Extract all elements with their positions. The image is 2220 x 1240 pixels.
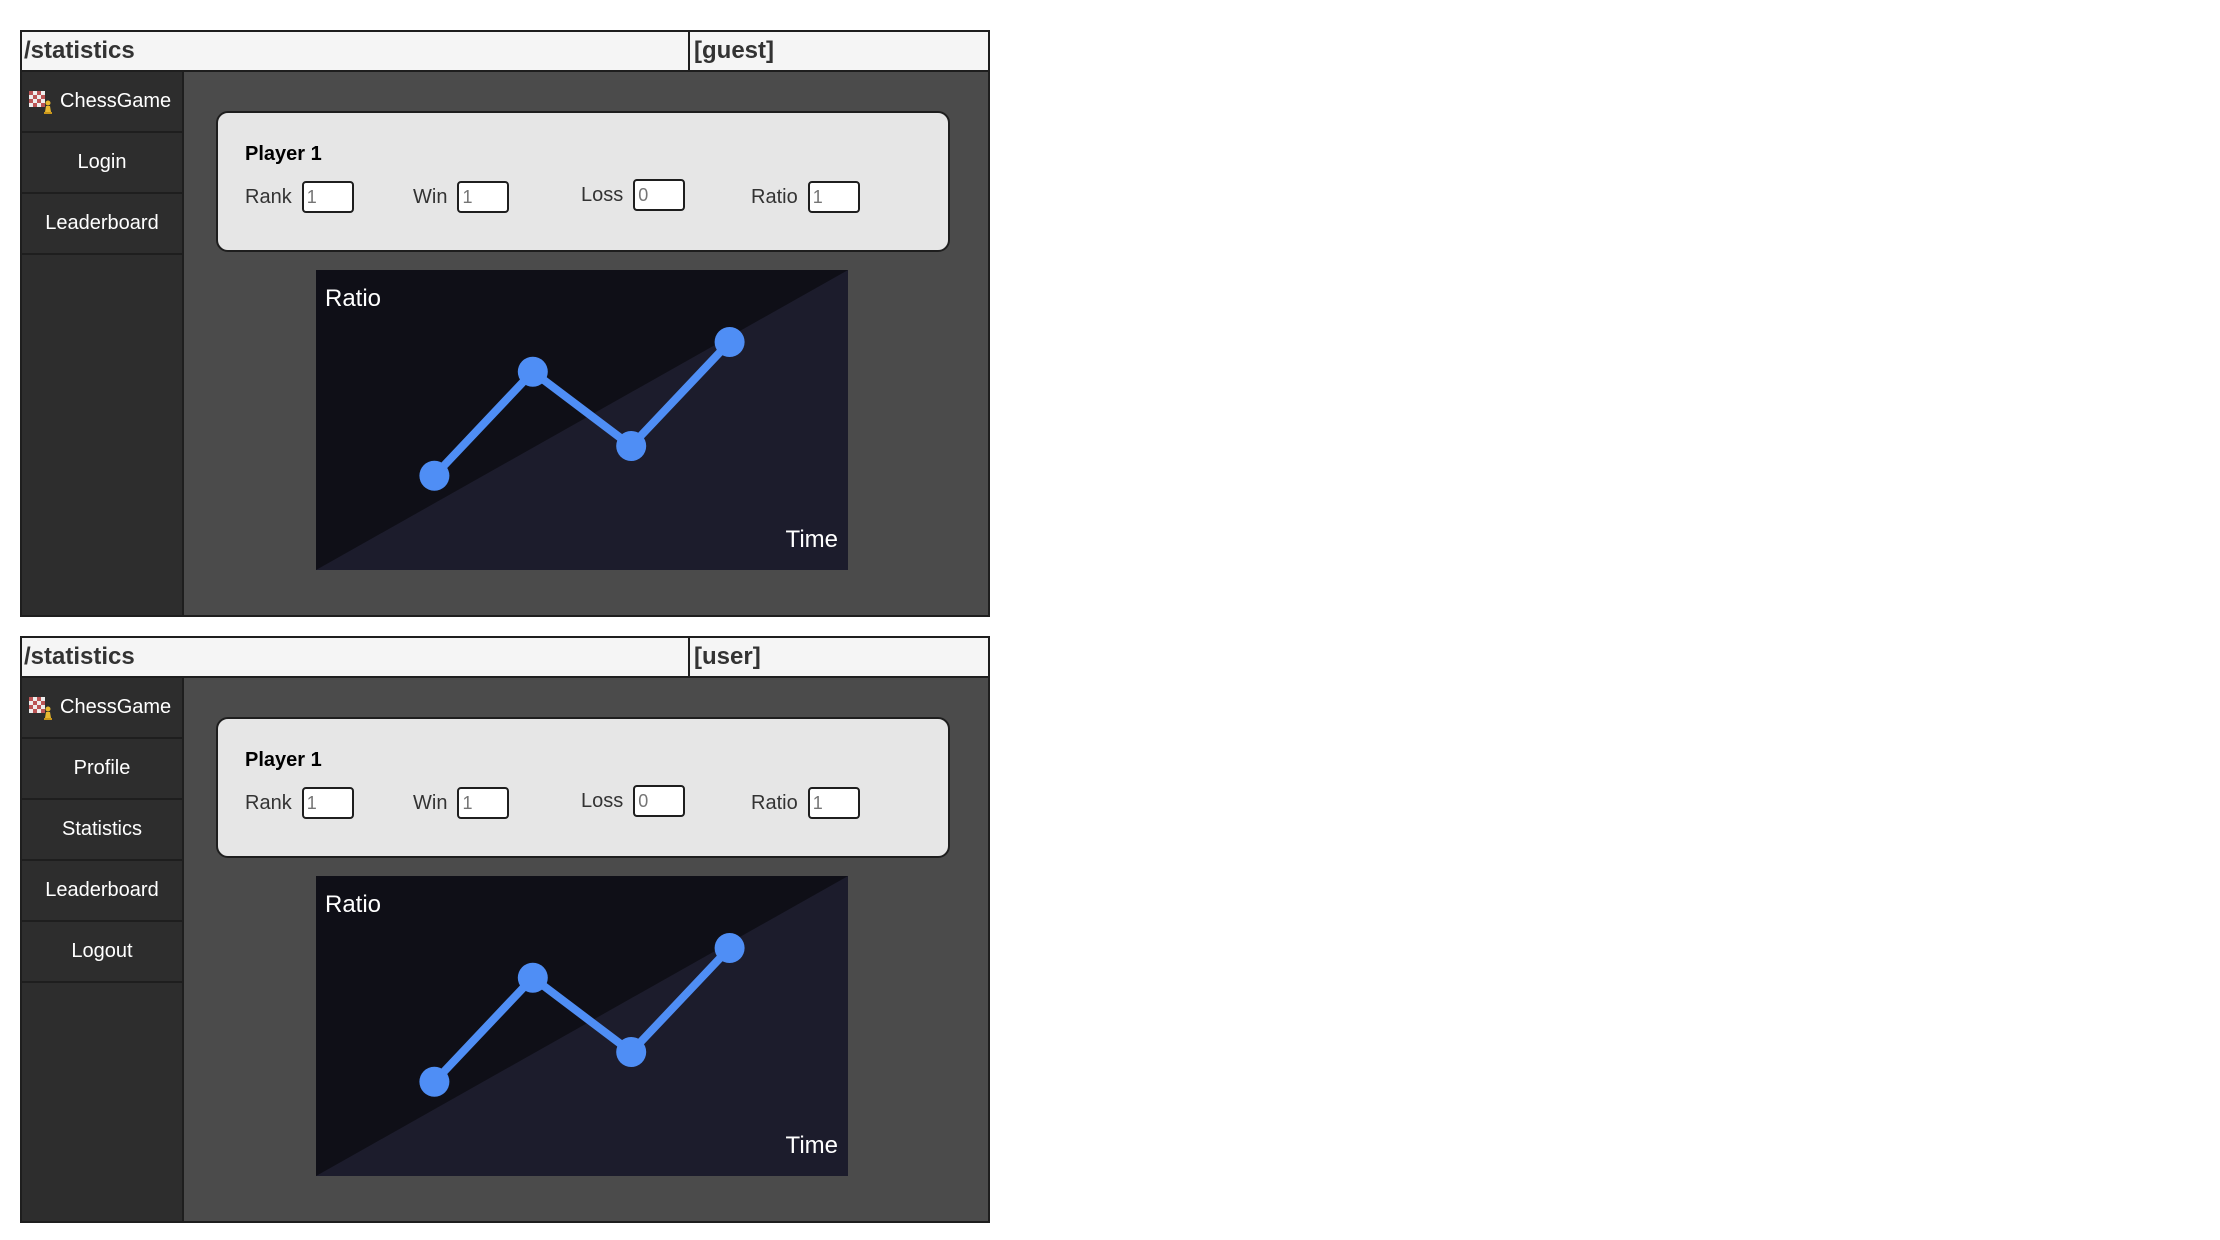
rank-stat: Rank (245, 787, 354, 819)
win-input[interactable] (457, 181, 510, 213)
chart-x-label: Time (785, 526, 838, 553)
ratio-chart-svg (316, 270, 848, 570)
chart-y-label: Ratio (325, 285, 382, 312)
player-name: Player 1 (245, 749, 322, 771)
rank-input[interactable] (301, 181, 354, 213)
main-content: Player 1 Rank Win Loss Ratio Ratio Time (184, 678, 988, 1221)
ratio-label: Ratio (751, 791, 798, 814)
chart-background-shape (316, 876, 848, 1176)
rank-label: Rank (245, 185, 292, 208)
data-point-4 (714, 327, 745, 357)
statistics-screen-user: /statistics [user] ChessGame Profile Sta… (20, 636, 990, 1223)
rank-label: Rank (245, 791, 292, 814)
rank-stat: Rank (245, 181, 354, 213)
ratio-series-line (431, 945, 733, 1085)
chart-y-label: Ratio (325, 891, 382, 918)
loss-stat: Loss (581, 179, 686, 211)
player-name: Player 1 (245, 143, 322, 165)
statistics-screen-guest: /statistics [guest] ChessGame Login Lead… (20, 30, 990, 617)
ratio-input[interactable] (807, 787, 860, 819)
nav-login[interactable]: Login (22, 133, 182, 194)
data-point-2 (517, 356, 548, 387)
nav-leaderboard[interactable]: Leaderboard (22, 861, 182, 922)
chart-background-shape (316, 270, 848, 570)
player-card: Player 1 Rank Win Loss Ratio (216, 717, 950, 858)
ratio-chart: Ratio Time (316, 876, 848, 1176)
titlebar: /statistics [guest] (22, 32, 988, 72)
win-input[interactable] (457, 787, 510, 819)
ratio-series-line (431, 339, 733, 479)
data-point-1 (419, 460, 450, 491)
sidebar: ChessGame Profile Statistics Leaderboard… (22, 678, 184, 1221)
brand-link[interactable]: ChessGame (22, 72, 182, 133)
player-card: Player 1 Rank Win Loss Ratio (216, 111, 950, 252)
data-point-2 (517, 962, 548, 993)
nav-logout[interactable]: Logout (22, 922, 182, 983)
titlebar: /statistics [user] (22, 638, 988, 678)
win-stat: Win (413, 181, 510, 213)
ratio-input[interactable] (807, 181, 860, 213)
win-label: Win (413, 185, 448, 208)
chart-x-label: Time (785, 1132, 838, 1159)
ratio-chart: Ratio Time (316, 270, 848, 570)
nav-profile[interactable]: Profile (22, 739, 182, 800)
data-point-4 (714, 933, 745, 963)
ratio-label: Ratio (751, 185, 798, 208)
brand-label: ChessGame (60, 696, 172, 718)
user-role: [user] (688, 638, 988, 676)
chess-logo-icon (29, 696, 52, 720)
data-point-1 (419, 1066, 450, 1097)
nav-statistics[interactable]: Statistics (22, 800, 182, 861)
user-role: [guest] (688, 32, 988, 70)
loss-stat: Loss (581, 785, 686, 817)
win-stat: Win (413, 787, 510, 819)
chess-logo-icon (29, 90, 52, 114)
loss-input[interactable] (633, 785, 686, 817)
ratio-chart-svg (316, 876, 848, 1176)
loss-label: Loss (581, 183, 624, 206)
route-path: /statistics (24, 37, 135, 64)
brand-label: ChessGame (60, 90, 172, 112)
loss-label: Loss (581, 789, 624, 812)
data-point-3 (616, 1037, 647, 1067)
rank-input[interactable] (301, 787, 354, 819)
sidebar: ChessGame Login Leaderboard (22, 72, 184, 615)
route-path: /statistics (24, 643, 135, 670)
nav-leaderboard[interactable]: Leaderboard (22, 194, 182, 255)
win-label: Win (413, 791, 448, 814)
ratio-stat: Ratio (751, 787, 860, 819)
loss-input[interactable] (633, 179, 686, 211)
main-content: Player 1 Rank Win Loss Ratio Ratio Time (184, 72, 988, 615)
data-point-3 (616, 431, 647, 461)
brand-link[interactable]: ChessGame (22, 678, 182, 739)
ratio-stat: Ratio (751, 181, 860, 213)
